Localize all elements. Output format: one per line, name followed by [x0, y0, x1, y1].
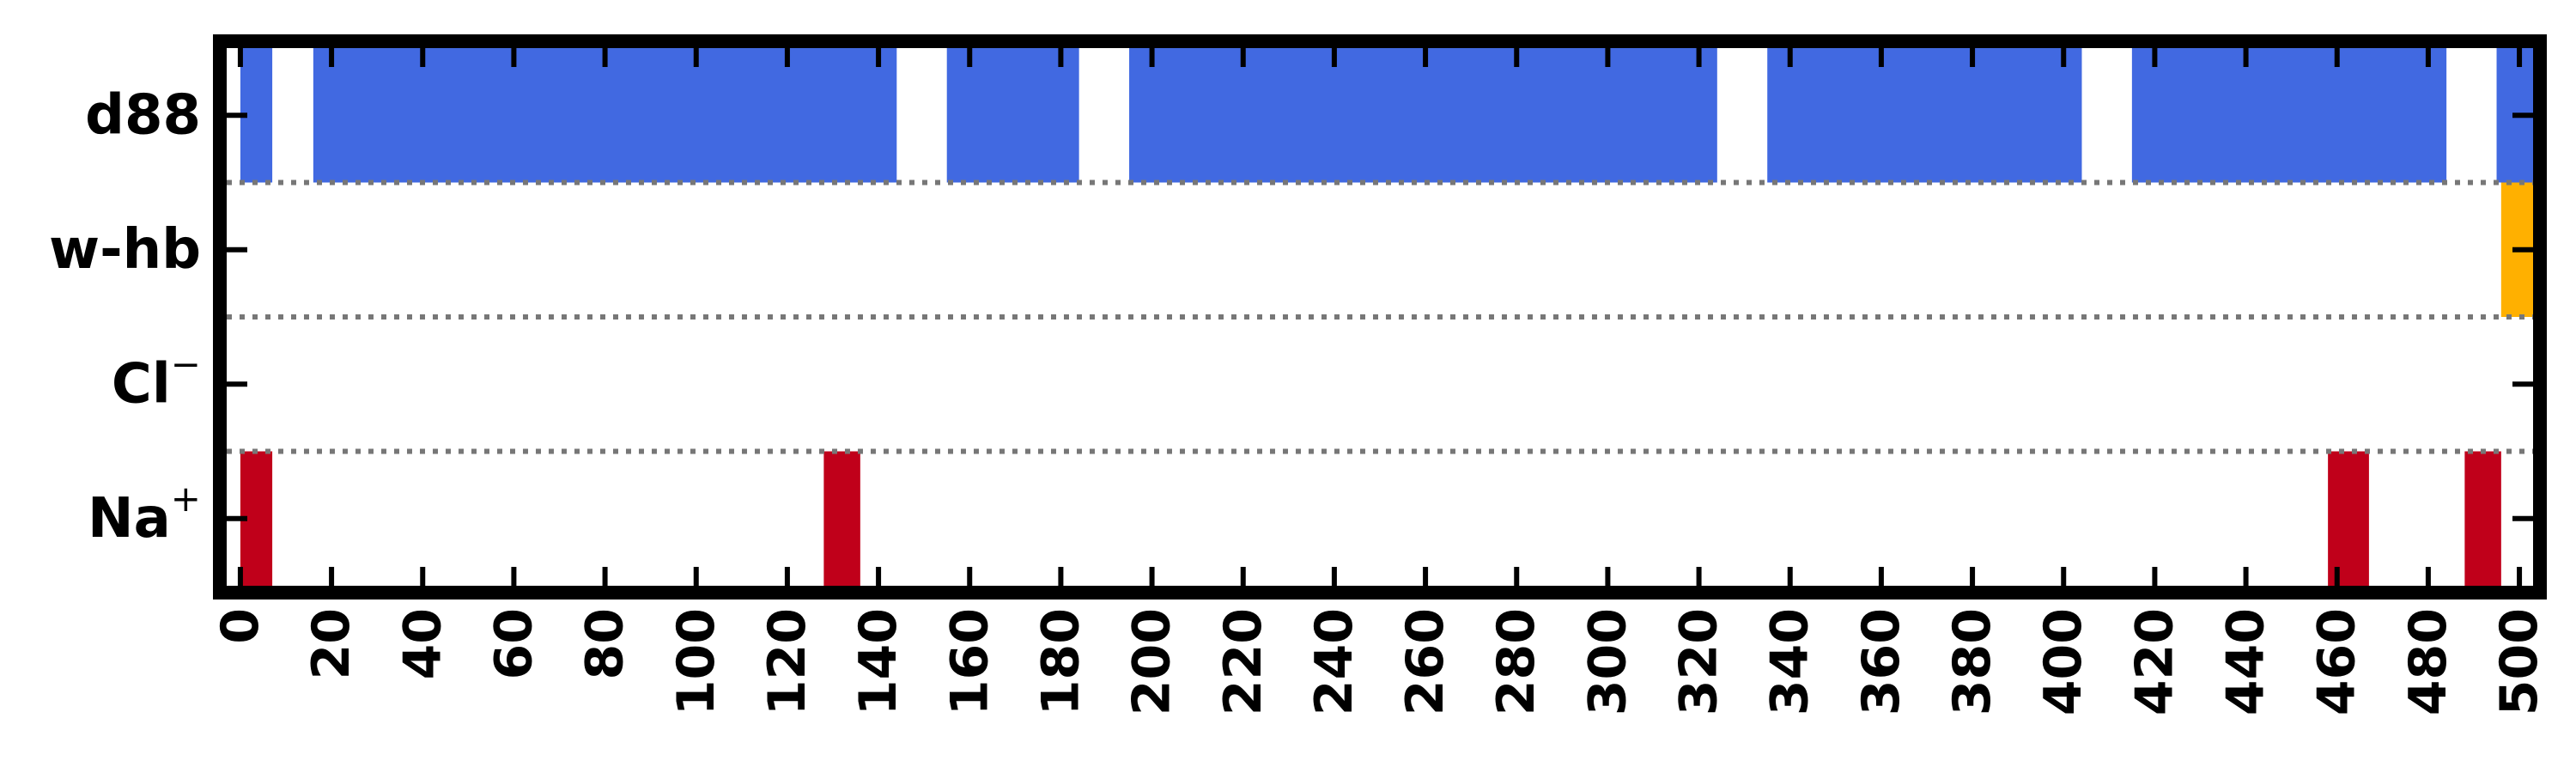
x-tick-label: 120	[757, 608, 817, 715]
bar-d88	[1767, 48, 2082, 183]
axis-ticks	[225, 46, 2535, 587]
x-tick-label: 280	[1486, 608, 1546, 715]
x-tick-label: 460	[2307, 608, 2367, 715]
row-separators	[227, 180, 2533, 454]
x-tick-label: 20	[301, 608, 361, 680]
plot-frame	[213, 34, 2547, 600]
x-tick-label: 500	[2489, 608, 2549, 715]
bar-na	[2328, 451, 2369, 586]
x-tick-label: 200	[1122, 608, 1182, 715]
x-tick-label: 400	[2033, 608, 2093, 715]
y-tick-label: w-hb	[49, 218, 201, 282]
y-tick-label: d88	[85, 83, 201, 147]
y-tick-label-text: d88	[85, 83, 201, 147]
x-tick-labels: 0 20 40 60 80 100 120 140 160 180 200 220 240 260 280 3…	[210, 608, 2549, 715]
y-tick-label-superscript: −	[171, 343, 201, 385]
x-tick-label: 80	[575, 608, 635, 680]
bar-na	[2464, 451, 2501, 586]
x-tick-label: 220	[1213, 608, 1273, 715]
y-tick-label: Cl−	[112, 343, 201, 417]
x-tick-label: 380	[1942, 608, 2002, 715]
bar-d88	[1129, 48, 1717, 183]
x-tick-label: 440	[2216, 608, 2276, 715]
y-tick-label-text: Na	[88, 487, 171, 551]
bar-na	[823, 451, 860, 586]
x-tick-label: 180	[1030, 608, 1091, 715]
chart-bars	[240, 48, 2533, 586]
x-tick-label: 420	[2124, 608, 2184, 715]
x-tick-label: 340	[1760, 608, 1820, 715]
x-tick-label: 300	[1577, 608, 1637, 715]
x-tick-label: 360	[1851, 608, 1911, 715]
x-tick-label: 320	[1669, 608, 1729, 715]
y-tick-label-text: w-hb	[49, 218, 201, 282]
y-tick-labels: d88 w-hb Cl− Na+	[49, 83, 201, 551]
y-tick-label: Na+	[88, 477, 201, 551]
x-tick-label: 480	[2398, 608, 2458, 715]
bar-d88	[946, 48, 1079, 183]
x-tick-label: 240	[1304, 608, 1364, 715]
x-tick-label: 40	[392, 608, 453, 680]
x-tick-label: 0	[210, 608, 270, 644]
x-tick-label: 100	[666, 608, 726, 715]
x-tick-label: 140	[848, 608, 908, 715]
y-tick-label-text: Cl	[112, 352, 171, 416]
bar-d88	[313, 48, 897, 183]
x-tick-label: 160	[939, 608, 999, 715]
x-tick-label: 260	[1395, 608, 1455, 715]
x-tick-label: 60	[483, 608, 544, 680]
bar-d88	[2131, 48, 2447, 183]
y-tick-label-superscript: +	[171, 477, 201, 519]
